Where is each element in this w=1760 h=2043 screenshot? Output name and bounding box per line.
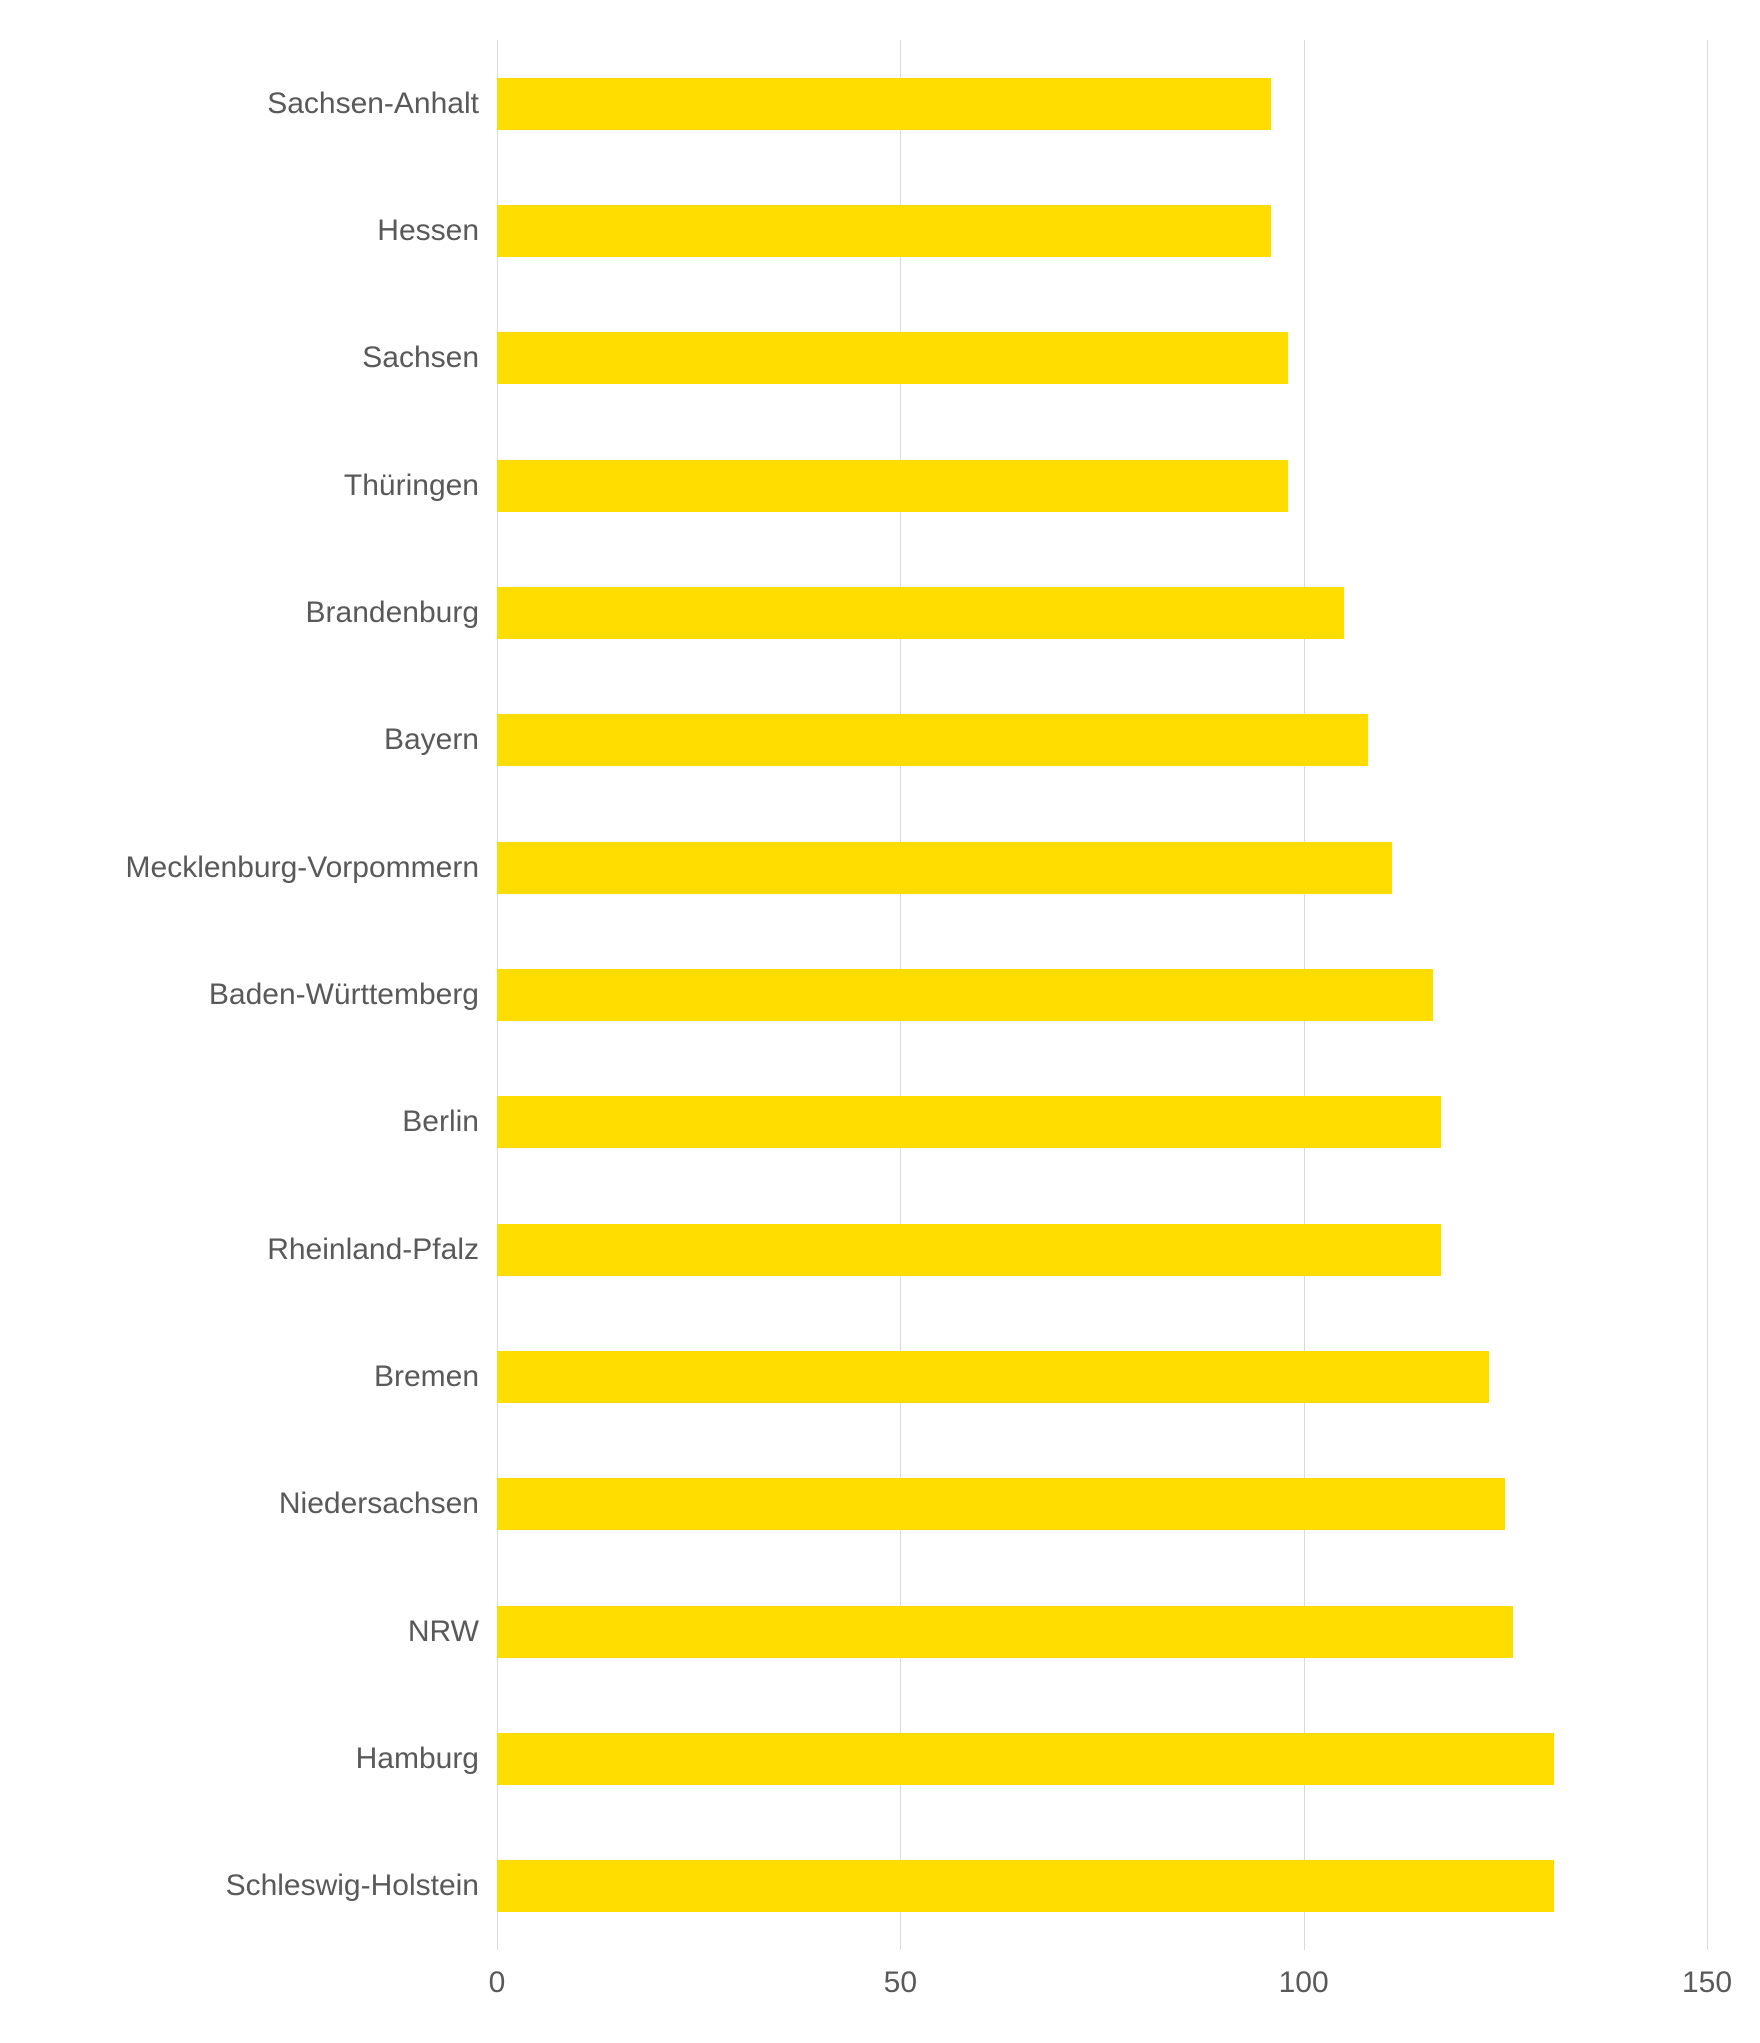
bar [497, 714, 1368, 766]
bar [497, 332, 1288, 384]
bar [497, 460, 1288, 512]
bar [497, 842, 1392, 894]
bar [497, 1606, 1513, 1658]
bar [497, 205, 1271, 257]
category-label: Sachsen [362, 341, 479, 375]
category-label: Baden-Württemberg [209, 978, 479, 1012]
category-label: Rheinland-Pfalz [267, 1233, 479, 1267]
category-label: Brandenburg [306, 596, 479, 630]
category-label: Schleswig-Holstein [226, 1869, 479, 1903]
category-label: Thüringen [344, 469, 479, 503]
category-label: Niedersachsen [279, 1487, 479, 1521]
x-tick-label: 50 [884, 1966, 917, 2000]
gridline [1707, 40, 1708, 1950]
category-label: Mecklenburg-Vorpommern [126, 851, 479, 885]
category-label: NRW [408, 1615, 479, 1649]
category-label: Bayern [384, 723, 479, 757]
category-label: Hessen [377, 214, 479, 248]
bar [497, 1351, 1489, 1403]
bar [497, 1096, 1441, 1148]
x-tick-label: 0 [489, 1966, 506, 2000]
horizontal-bar-chart: Sachsen-Anhalt Hessen Sachsen Thüringen Bran… [0, 0, 1760, 2043]
bar [497, 78, 1271, 130]
x-tick-label: 150 [1682, 1966, 1732, 2000]
category-label: Berlin [402, 1105, 479, 1139]
bar [497, 587, 1344, 639]
bar [497, 1733, 1554, 1785]
category-label: Sachsen-Anhalt [267, 87, 479, 121]
bar [497, 969, 1433, 1021]
bar [497, 1478, 1505, 1530]
category-label: Hamburg [356, 1742, 479, 1776]
bar [497, 1860, 1554, 1912]
category-label: Bremen [374, 1360, 479, 1394]
bar [497, 1224, 1441, 1276]
plot-area [497, 40, 1707, 1950]
x-tick-label: 100 [1279, 1966, 1329, 2000]
